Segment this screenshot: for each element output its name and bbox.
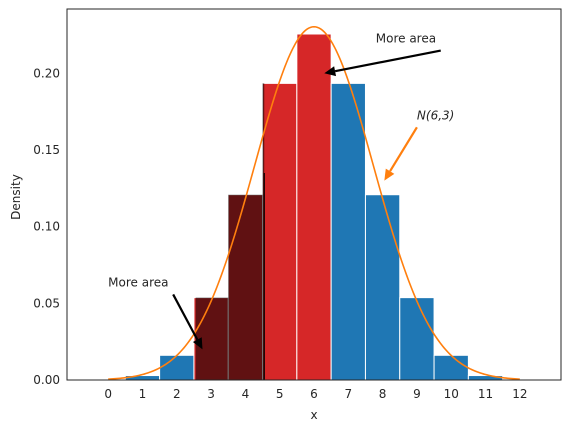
annotation-arrowhead-2 <box>384 168 395 181</box>
y-tick-label-1: 0.05 <box>33 296 60 310</box>
annotation-arrowhead-0 <box>324 66 337 77</box>
x-tick-label-4: 4 <box>242 387 250 401</box>
annotation-arrow-1 <box>172 293 199 341</box>
annotation-arrowhead-1 <box>192 337 203 350</box>
x-tick-label-10: 10 <box>444 387 459 401</box>
plot-frame <box>66 8 562 381</box>
annotation-text-2: N(6,3) <box>417 108 454 122</box>
annotation-text-1: More area <box>108 275 168 289</box>
normal-curve-line <box>108 25 520 380</box>
bar-x6 <box>296 33 332 381</box>
x-tick-label-8: 8 <box>379 387 387 401</box>
annotation-arrow-0 <box>334 49 441 73</box>
x-tick-label-12: 12 <box>512 387 527 401</box>
y-tick-label-0: 0.00 <box>33 373 60 387</box>
bar-x2 <box>159 354 195 381</box>
y-tick-label-3: 0.15 <box>33 143 60 157</box>
y-axis-ticks: 0.00 0.05 0.10 0.15 0.20 <box>33 66 60 387</box>
annotations: More area More area N(6,3) <box>108 32 454 350</box>
bar-x8 <box>364 194 401 381</box>
y-tick-label-2: 0.10 <box>33 220 60 234</box>
bar-x10 <box>433 354 469 381</box>
x-tick-label-5: 5 <box>276 387 284 401</box>
annotation-text-0: More area <box>376 32 436 46</box>
bar-x7 <box>330 82 366 381</box>
x-tick-label-7: 7 <box>344 387 352 401</box>
annotation-arrow-2 <box>389 126 418 172</box>
x-tick-label-3: 3 <box>207 387 215 401</box>
x-tick-label-9: 9 <box>413 387 421 401</box>
bar-x9 <box>399 297 435 381</box>
y-tick-label-4: 0.20 <box>33 66 60 80</box>
x-tick-label-6: 6 <box>310 387 318 401</box>
x-axis-label: x <box>310 408 317 422</box>
x-tick-label-0: 0 <box>104 387 112 401</box>
y-axis-label: Density <box>9 174 23 220</box>
x-tick-label-11: 11 <box>478 387 493 401</box>
histogram-bars <box>124 33 538 381</box>
bar-x5 <box>262 82 298 381</box>
x-tick-label-2: 2 <box>173 387 181 401</box>
x-axis-ticks: 0 1 2 3 4 5 6 7 8 9 10 11 12 <box>104 387 527 401</box>
x-tick-label-1: 1 <box>139 387 147 401</box>
normal-curve <box>108 25 520 380</box>
